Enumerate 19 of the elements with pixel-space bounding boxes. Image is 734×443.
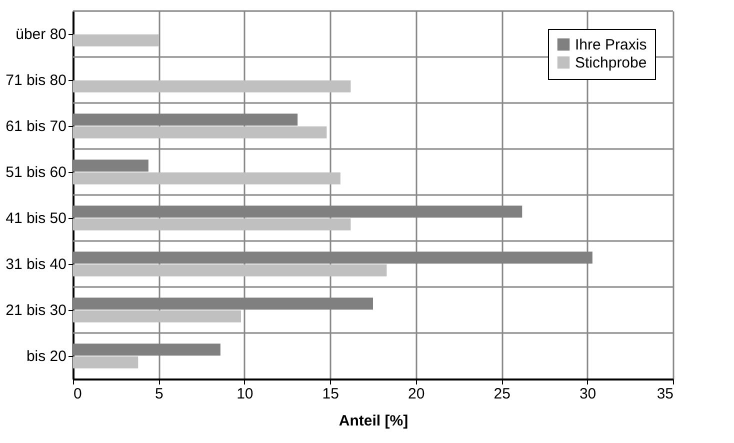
legend-label: Ihre Praxis: [575, 36, 647, 54]
x-tick-label: 15: [322, 386, 339, 402]
x-tick-label: 20: [408, 386, 425, 402]
x-axis-title: Anteil [%]: [338, 412, 408, 430]
y-tick-label: 71 bis 80: [6, 72, 66, 89]
x-tick-label: 0: [74, 386, 82, 402]
x-tick-label: 35: [656, 386, 674, 402]
y-tick-label: 61 bis 70: [6, 118, 66, 135]
y-tick-label: 41 bis 50: [6, 210, 66, 227]
y-tick-label: 21 bis 30: [6, 302, 66, 319]
x-tick-label: 30: [579, 386, 596, 402]
x-tick-label: 25: [494, 386, 510, 402]
legend-label: Stichprobe: [575, 54, 647, 72]
y-tick-label: 51 bis 60: [6, 164, 66, 181]
x-tick-label: 10: [236, 386, 254, 402]
y-tick-label: über 80: [16, 26, 66, 43]
y-tick-label: bis 20: [26, 348, 66, 365]
x-tick-label: 5: [155, 386, 164, 402]
y-tick-label: 31 bis 40: [6, 256, 66, 273]
